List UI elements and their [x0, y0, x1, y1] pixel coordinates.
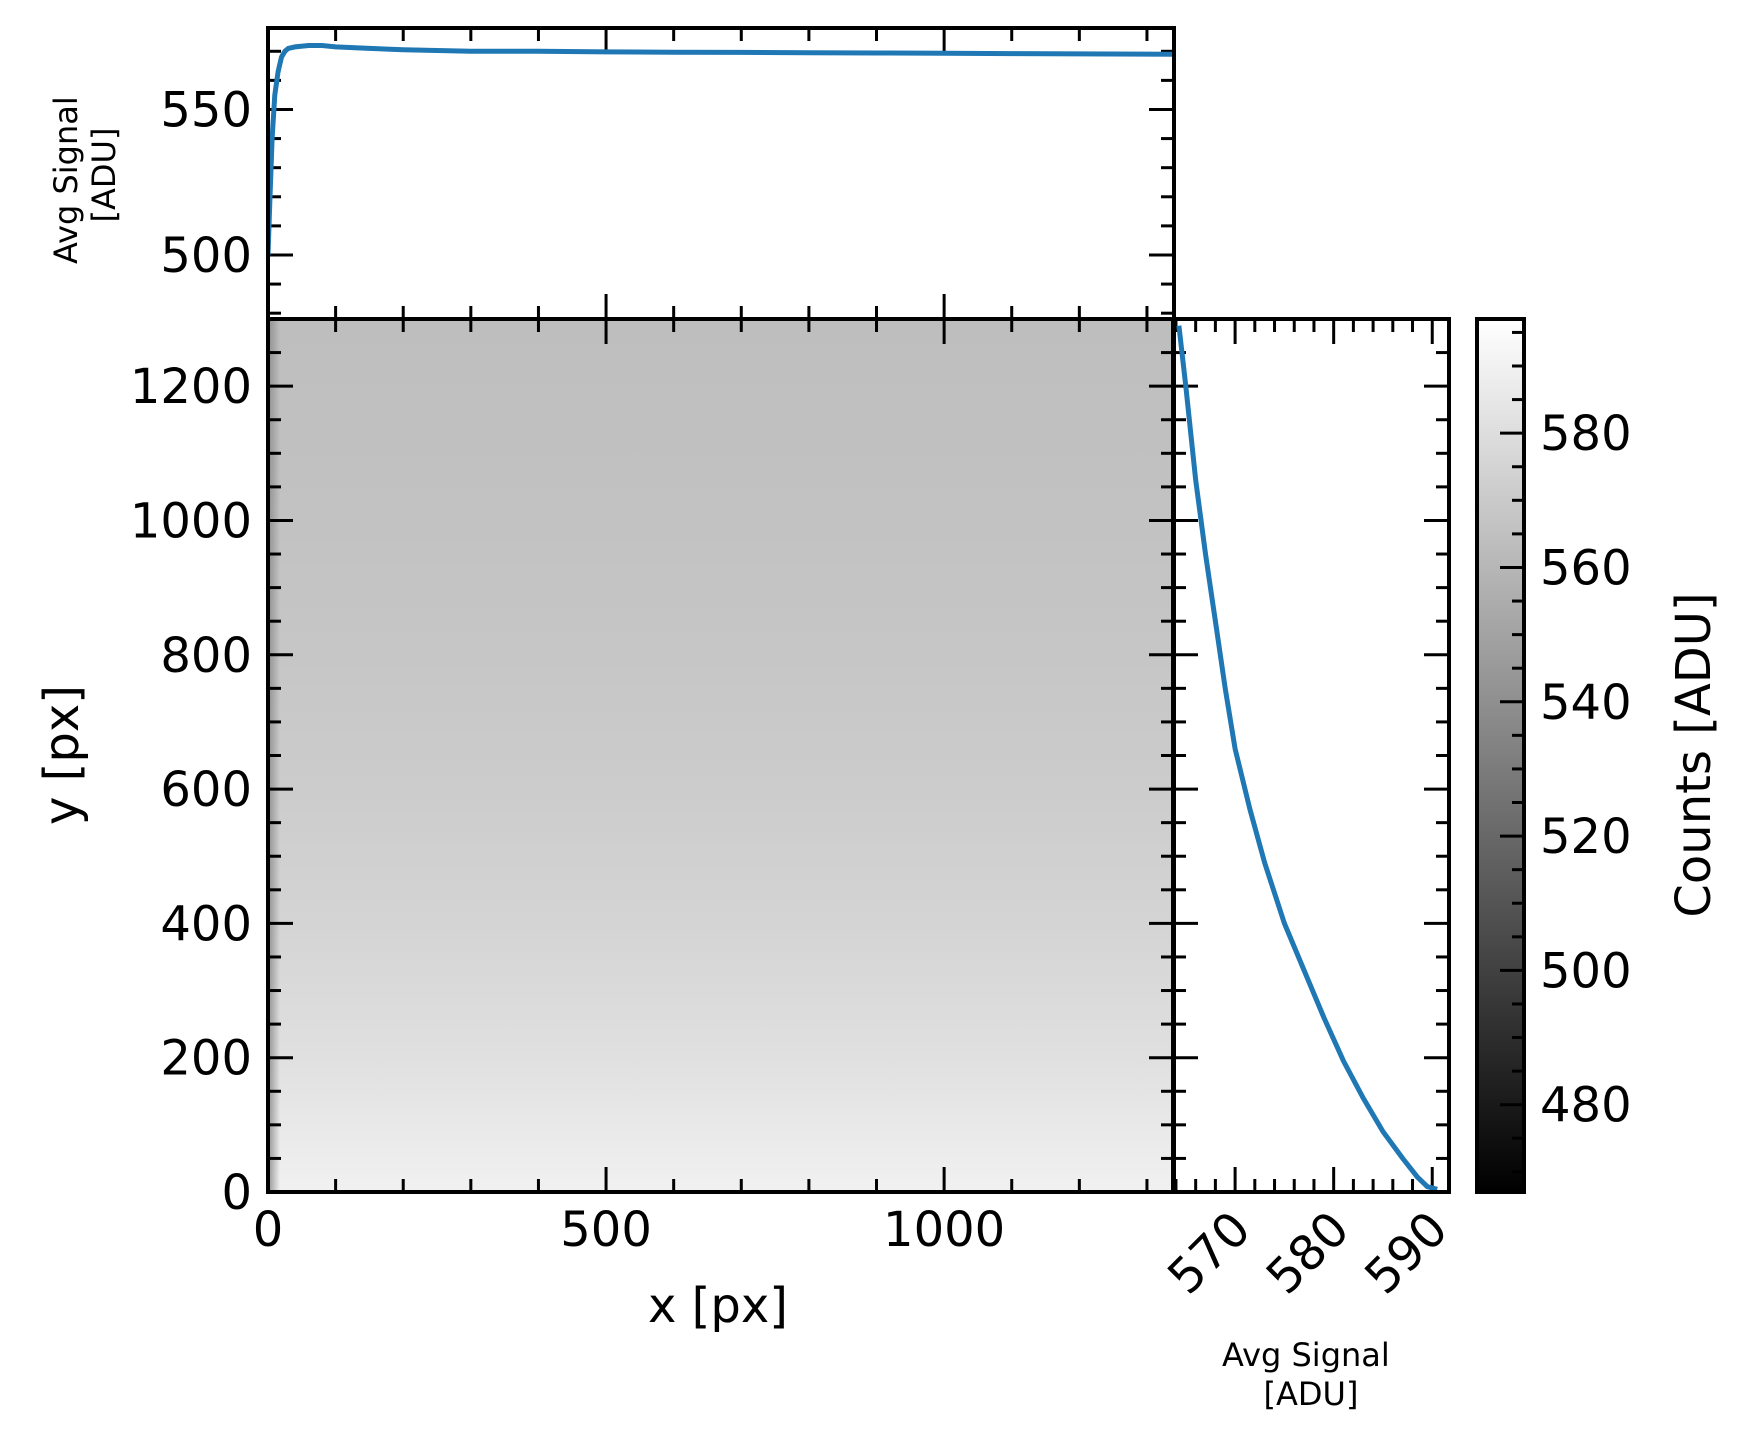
colorbar-tick-label: 500 — [1540, 943, 1632, 999]
colorbar-tick-label: 480 — [1540, 1078, 1632, 1134]
image-y-tick-label: 600 — [160, 762, 252, 818]
top-profile-y-tick-label: 500 — [160, 228, 252, 284]
image-heatmap — [268, 319, 1174, 1192]
colorbar: 480 500 520 540 560 580 Counts [ADU] — [1475, 317, 1722, 1194]
colorbar-frame — [1475, 317, 1526, 1194]
top-profile-line — [268, 43, 1174, 256]
right-profile-x-tick-label: 580 — [1256, 1201, 1360, 1305]
image-y-tick-label: 800 — [160, 628, 252, 684]
right-profile-x-axis-title-line2: [ADU] — [1264, 1375, 1359, 1413]
top-profile-y-axis-title: Avg Signal [ADU] — [47, 86, 123, 264]
right-profile-x-axis-title: Avg Signal [ADU] — [1222, 1336, 1400, 1413]
top-profile-y-tick-labels: 500 550 — [160, 82, 252, 284]
image-y-tick-label: 400 — [160, 896, 252, 952]
image-panel: 0 500 1000 0 200 400 600 800 1000 1200 x [px] y … — [34, 317, 1176, 1334]
right-profile-frame — [1171, 317, 1451, 1194]
colorbar-tick-labels: 480 500 520 540 560 580 — [1540, 406, 1632, 1134]
image-y-tick-label: 200 — [160, 1031, 252, 1087]
top-profile-panel: 500 550 Avg Signal [ADU] — [47, 26, 1176, 321]
colorbar-tick-label: 540 — [1540, 675, 1632, 731]
image-y-tick-label: 0 — [221, 1165, 252, 1221]
right-profile-x-tick-label: 590 — [1354, 1201, 1458, 1305]
image-x-tick-label: 500 — [560, 1202, 652, 1258]
image-x-tick-labels: 0 500 1000 — [253, 1202, 1005, 1258]
top-profile-y-tick-label: 550 — [160, 82, 252, 138]
image-x-tick-label: 0 — [253, 1202, 284, 1258]
top-profile-frame — [266, 26, 1176, 321]
image-x-axis-title: x [px] — [648, 1278, 788, 1334]
top-profile-y-axis-title-line1: Avg Signal — [47, 96, 85, 264]
colorbar-label: Counts [ADU] — [1666, 592, 1722, 917]
top-profile-ticks — [266, 28, 1174, 319]
colorbar-tick-label: 580 — [1540, 406, 1632, 462]
image-y-axis-title: y [px] — [34, 685, 90, 825]
right-profile-x-tick-label: 570 — [1157, 1201, 1261, 1305]
image-y-tick-label: 1200 — [130, 359, 252, 415]
image-x-tick-label: 1000 — [883, 1202, 1005, 1258]
right-profile-ticks — [1173, 317, 1449, 1194]
colorbar-fill — [1477, 319, 1524, 1192]
top-profile-y-axis-title-line2: [ADU] — [85, 128, 123, 223]
colorbar-tick-label: 520 — [1540, 809, 1632, 865]
image-y-tick-labels: 0 200 400 600 800 1000 1200 — [130, 359, 252, 1221]
image-y-tick-label: 1000 — [130, 493, 252, 549]
colorbar-tick-label: 560 — [1540, 540, 1632, 596]
right-profile-x-axis-title-line1: Avg Signal — [1222, 1336, 1390, 1374]
right-profile-line — [1176, 325, 1438, 1192]
